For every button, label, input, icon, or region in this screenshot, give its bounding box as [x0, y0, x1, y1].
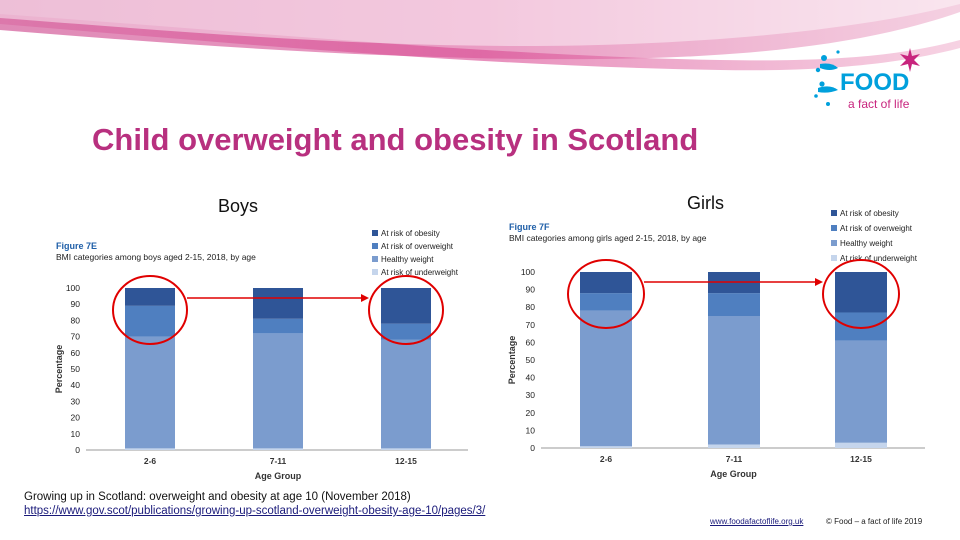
bar-segment — [125, 448, 175, 450]
x-tick-label: 7-11 — [726, 454, 743, 464]
bar-segment — [253, 288, 303, 319]
header-banner — [0, 0, 960, 71]
y-tick-label: 30 — [71, 396, 81, 406]
chart-title: BMI categories among girls aged 2-15, 20… — [509, 233, 707, 243]
y-tick-label: 100 — [521, 267, 535, 277]
bar-segment — [125, 288, 175, 306]
x-tick-label: 2-6 — [600, 454, 613, 464]
y-tick-label: 50 — [71, 364, 81, 374]
y-tick-label: 70 — [71, 332, 81, 342]
y-tick-label: 30 — [526, 390, 536, 400]
highlight-circle — [822, 259, 900, 329]
slide-title: Child overweight and obesity in Scotland — [92, 122, 699, 157]
source-title: Growing up in Scotland: overweight and o… — [24, 491, 411, 503]
food-a-fact-of-life-logo: FOOD a fact of life — [814, 48, 920, 111]
y-tick-label: 100 — [66, 283, 80, 293]
logo-word: FOOD — [840, 69, 909, 96]
y-tick-label: 70 — [526, 320, 536, 330]
bar-segment — [381, 339, 431, 449]
y-tick-label: 40 — [526, 373, 536, 383]
y-tick-label: 20 — [526, 408, 536, 418]
y-axis-label: Percentage — [507, 336, 517, 385]
logo-tagline: a fact of life — [848, 97, 910, 111]
y-tick-label: 60 — [526, 337, 536, 347]
legend-swatch — [831, 225, 837, 231]
bar-segment — [835, 272, 887, 313]
boys-label: Boys — [218, 196, 259, 216]
y-tick-label: 10 — [71, 429, 81, 439]
bar-segment — [708, 316, 760, 445]
highlight-circle — [112, 275, 188, 345]
bar-segment — [580, 272, 632, 294]
y-tick-label: 0 — [75, 445, 80, 455]
y-tick-label: 50 — [526, 355, 536, 365]
highlight-circle — [567, 259, 645, 329]
y-tick-label: 80 — [71, 315, 81, 325]
bar-segment — [381, 323, 431, 340]
bar-segment — [835, 442, 887, 448]
girls-label: Girls — [687, 193, 724, 213]
trend-arrow-head — [815, 278, 823, 286]
legend-swatch — [831, 240, 837, 246]
legend-entry: At risk of overweight — [840, 224, 913, 233]
y-tick-label: 80 — [526, 302, 536, 312]
legend-entry: Healthy weight — [840, 239, 893, 248]
legend-entry: At risk of obesity — [381, 229, 440, 238]
footer-website-link[interactable]: www.foodafactoflife.org.uk — [710, 517, 804, 526]
x-tick-label: 2-6 — [144, 456, 157, 466]
bar-segment — [708, 444, 760, 448]
legend-swatch — [831, 210, 837, 216]
bar-segment — [381, 288, 431, 324]
legend-entry: At risk of overweight — [381, 242, 454, 251]
y-tick-label: 10 — [526, 425, 536, 435]
y-tick-label: 40 — [71, 380, 81, 390]
legend-swatch — [372, 243, 378, 249]
bar-segment — [381, 448, 431, 450]
bar-segment — [580, 446, 632, 448]
legend-swatch — [372, 230, 378, 236]
bar-segment — [253, 333, 303, 449]
legend-entry: At risk of underweight — [381, 268, 459, 277]
y-axis-label: Percentage — [54, 345, 64, 394]
y-tick-label: 90 — [71, 299, 81, 309]
y-tick-label: 20 — [71, 413, 81, 423]
bar-segment — [253, 318, 303, 334]
source-link[interactable]: https://www.gov.scot/publications/growin… — [24, 505, 486, 517]
footer-copyright: © Food – a fact of life 2019 — [826, 517, 923, 526]
trend-arrow-head — [361, 294, 369, 302]
bar-segment — [835, 340, 887, 443]
y-tick-label: 0 — [530, 443, 535, 453]
x-tick-label: 7-11 — [270, 456, 287, 466]
legend-swatch — [372, 269, 378, 275]
x-axis-label: Age Group — [710, 469, 757, 479]
bar-segment — [125, 305, 175, 337]
highlight-circle — [368, 275, 444, 345]
legend-swatch — [372, 256, 378, 262]
chart-title: BMI categories among boys aged 2-15, 201… — [56, 252, 256, 262]
legend-entry: At risk of underweight — [840, 254, 918, 263]
y-tick-label: 90 — [526, 285, 536, 295]
bar-segment — [835, 312, 887, 341]
legend-swatch — [831, 255, 837, 261]
legend-entry: Healthy weight — [381, 255, 434, 264]
bar-segment — [125, 336, 175, 449]
legend-entry: At risk of obesity — [840, 209, 899, 218]
x-tick-label: 12-15 — [395, 456, 417, 466]
bar-segment — [708, 293, 760, 316]
figure-label: Figure 7E — [56, 241, 97, 251]
bar-segment — [580, 293, 632, 311]
bar-segment — [253, 448, 303, 450]
y-tick-label: 60 — [71, 348, 81, 358]
source-citation: Growing up in Scotland: overweight and o… — [24, 490, 485, 518]
bar-segment — [580, 310, 632, 447]
figure-label: Figure 7F — [509, 222, 550, 232]
x-tick-label: 12-15 — [850, 454, 872, 464]
x-axis-label: Age Group — [255, 471, 302, 481]
